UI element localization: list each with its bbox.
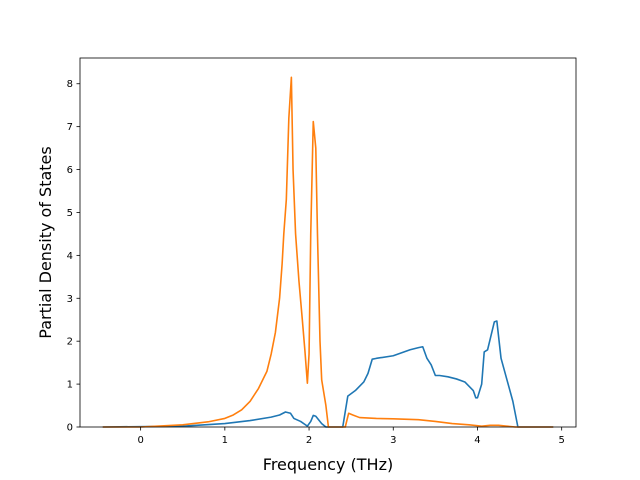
y-tick-label: 2 <box>67 337 73 348</box>
y-tick-label: 0 <box>67 423 73 434</box>
x-tick-label: 5 <box>558 435 564 446</box>
x-axis-label: Frequency (THz) <box>263 455 393 474</box>
y-tick-label: 6 <box>67 165 73 176</box>
x-tick-label: 1 <box>222 435 228 446</box>
y-tick-label: 7 <box>67 122 73 133</box>
x-tick-label: 2 <box>306 435 312 446</box>
ticks-layer: 0 1 2 3 4 5 0 1 2 3 4 5 6 7 8 <box>67 79 565 446</box>
x-tick-label: 4 <box>474 435 480 446</box>
x-tick-label: 3 <box>390 435 396 446</box>
series-line-1 <box>102 320 554 428</box>
y-tick-label: 1 <box>67 380 73 391</box>
x-tick-label: 0 <box>137 435 143 446</box>
y-tick-label: 8 <box>67 79 73 90</box>
y-tick-label: 4 <box>67 251 73 262</box>
series-layer <box>102 76 554 428</box>
axes-frame <box>79 57 577 428</box>
series-line-2 <box>102 76 554 428</box>
y-axis-label: Partial Density of States <box>36 146 55 338</box>
y-tick-label: 3 <box>67 294 73 305</box>
y-tick-label: 5 <box>67 208 73 219</box>
